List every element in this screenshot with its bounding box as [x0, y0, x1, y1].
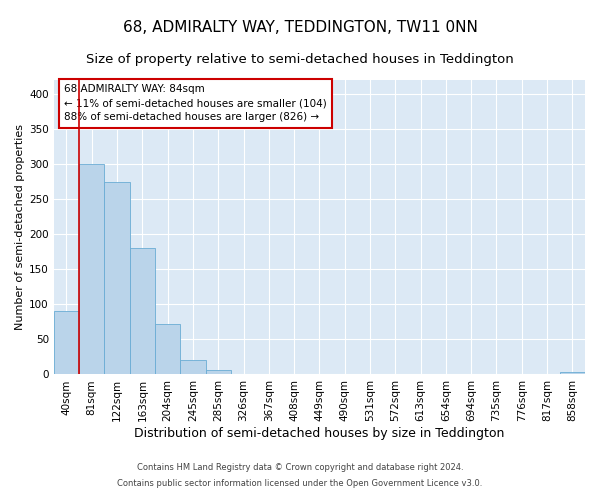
- Text: 68 ADMIRALTY WAY: 84sqm
← 11% of semi-detached houses are smaller (104)
88% of s: 68 ADMIRALTY WAY: 84sqm ← 11% of semi-de…: [64, 84, 327, 122]
- Bar: [104, 182, 130, 374]
- Bar: [206, 370, 231, 374]
- Bar: [130, 248, 155, 374]
- Bar: [155, 324, 180, 374]
- X-axis label: Distribution of semi-detached houses by size in Teddington: Distribution of semi-detached houses by …: [134, 427, 505, 440]
- Y-axis label: Number of semi-detached properties: Number of semi-detached properties: [15, 124, 25, 330]
- Text: Contains HM Land Registry data © Crown copyright and database right 2024.: Contains HM Land Registry data © Crown c…: [137, 464, 463, 472]
- Text: Contains public sector information licensed under the Open Government Licence v3: Contains public sector information licen…: [118, 478, 482, 488]
- Text: Size of property relative to semi-detached houses in Teddington: Size of property relative to semi-detach…: [86, 52, 514, 66]
- Bar: [54, 312, 79, 374]
- Text: 68, ADMIRALTY WAY, TEDDINGTON, TW11 0NN: 68, ADMIRALTY WAY, TEDDINGTON, TW11 0NN: [122, 20, 478, 35]
- Bar: [79, 164, 104, 374]
- Bar: [180, 360, 206, 374]
- Bar: [560, 372, 585, 374]
